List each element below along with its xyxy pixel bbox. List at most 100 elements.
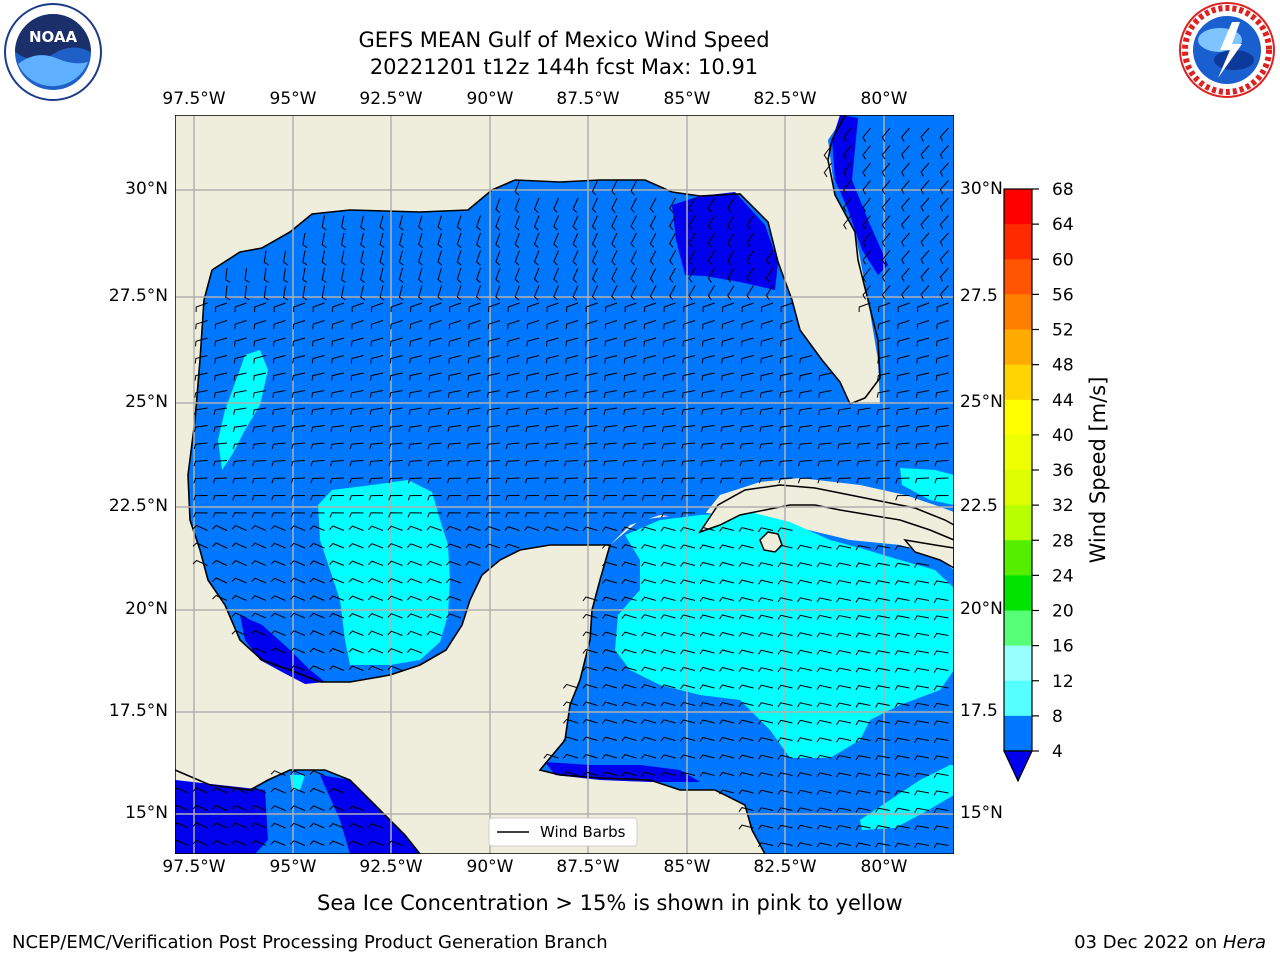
wind-barb [602, 614, 618, 619]
wind-barb [816, 807, 832, 813]
wind-barb [582, 526, 598, 532]
wind-barb [915, 390, 930, 398]
wind-barb [283, 285, 289, 301]
wind-barb [545, 372, 559, 381]
wind-barb [309, 665, 325, 671]
wind-barb [330, 390, 345, 398]
wind-barb [699, 544, 715, 550]
wind-barb [740, 407, 754, 415]
wind-barb [914, 580, 930, 586]
wind-barb [901, 127, 910, 142]
wind-barb [797, 649, 813, 655]
lon-label-top: 82.5°W [753, 89, 817, 109]
wind-barb [680, 614, 696, 620]
wind-barb [719, 649, 735, 655]
wind-barb [641, 495, 657, 501]
wind-barb [504, 543, 520, 549]
wind-barb [447, 425, 462, 433]
wind-barb [192, 822, 208, 829]
wind-barb [780, 320, 793, 330]
wind-barb [387, 595, 403, 601]
wind-barb [193, 425, 208, 433]
wind-barb [582, 718, 598, 724]
wind-barb [660, 579, 676, 585]
wind-barb [719, 561, 735, 567]
wind-barb [836, 737, 852, 743]
wind-barb [290, 595, 306, 601]
wind-barb [398, 232, 404, 248]
wind-barb [916, 320, 930, 330]
wind-barb [309, 787, 325, 794]
wind-barb [894, 632, 910, 638]
lon-label-top: 97.5°W [162, 89, 226, 109]
wind-barb [643, 372, 657, 381]
wind-barb [862, 267, 871, 282]
wind-barb [862, 285, 871, 300]
wind-barb [602, 512, 618, 518]
wind-barb [621, 684, 637, 689]
wind-barb [836, 789, 852, 795]
wind-barb [583, 460, 598, 467]
wind-barb [543, 753, 559, 759]
wind-barb [368, 595, 384, 601]
wind-barb [526, 337, 540, 347]
wind-barb [741, 320, 754, 330]
wind-barb [330, 407, 345, 415]
wind-barb [642, 425, 657, 433]
wind-barb [901, 250, 910, 265]
wind-barb [682, 372, 696, 381]
wind-barb [700, 495, 715, 501]
wind-barb [329, 612, 345, 619]
wind-barb [369, 407, 384, 415]
wind-barb [379, 250, 385, 266]
wind-barb [270, 630, 286, 636]
wind-barb [699, 754, 715, 760]
wind-barb [309, 770, 325, 776]
colorbar-segment [1004, 364, 1032, 401]
wind-barb [409, 372, 423, 381]
wind-barb [360, 285, 366, 301]
wind-barb [465, 560, 481, 566]
lat-label-right: 25°N [960, 392, 1003, 412]
colorbar-segment [1004, 575, 1032, 612]
wind-barb [623, 390, 637, 398]
wind-barb [623, 407, 637, 415]
colorbar-tick-label: 28 [1052, 531, 1074, 551]
wind-barb [418, 267, 423, 283]
wind-barb [682, 337, 696, 347]
colorbar-segment [1004, 294, 1032, 331]
wind-barb [446, 560, 462, 566]
wind-barb [407, 525, 423, 531]
wind-barb [914, 755, 930, 761]
wind-barb [875, 650, 891, 656]
wind-barb [564, 407, 579, 415]
wind-barb [389, 372, 403, 381]
wind-barb [920, 180, 930, 195]
wind-barb [429, 302, 442, 313]
wind-barb [700, 477, 715, 484]
wind-barb [585, 337, 598, 347]
wind-barb [407, 560, 423, 566]
wind-barb [739, 425, 754, 433]
wind-barb [894, 650, 910, 656]
wind-barb [310, 512, 325, 518]
wind-barb [368, 495, 384, 501]
wind-barb [894, 790, 910, 796]
wind-barb [915, 407, 930, 415]
wind-barb [418, 232, 423, 248]
wind-barb [340, 232, 346, 248]
wind-barb [340, 250, 346, 266]
wind-barb [797, 579, 813, 585]
wind-barb [437, 232, 443, 248]
wind-barb [738, 579, 754, 585]
wind-barb [387, 630, 403, 636]
wind-barb [505, 425, 520, 433]
wind-barb [544, 460, 559, 467]
colorbar-tick-label: 4 [1052, 742, 1063, 762]
wind-barb [920, 127, 930, 142]
wind-barb [630, 267, 637, 283]
wind-barb [302, 285, 308, 301]
wind-barb [507, 302, 520, 313]
wind-barb [311, 390, 325, 398]
wind-barb [680, 736, 696, 742]
